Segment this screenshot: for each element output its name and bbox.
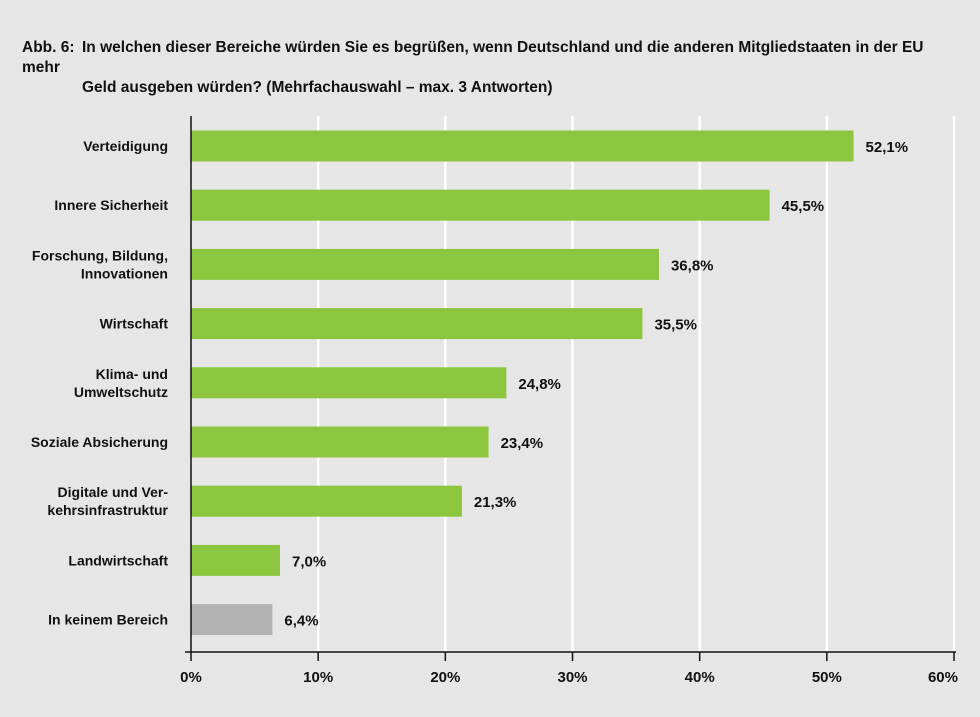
- value-label: 6,4%: [284, 613, 318, 630]
- x-tick-label: 40%: [685, 669, 715, 686]
- chart-title-text-1: In welchen dieser Bereiche würden Sie es…: [22, 39, 924, 76]
- x-tick-label: 50%: [812, 669, 842, 686]
- bar: [191, 426, 489, 458]
- chart-title-line-2: Geld ausgeben würden? (Mehrfachauswahl –…: [82, 79, 553, 96]
- category-label: Soziale Absicherung: [31, 434, 168, 450]
- category-label: Forschung, Bildung,: [32, 247, 168, 263]
- category-label: Digitale und Ver-: [58, 484, 169, 500]
- bar: [191, 189, 770, 221]
- category-label: kehrsinfrastruktur: [47, 502, 168, 518]
- category-labels: Verteidigung Innere Sicherheit Forschung, …: [31, 138, 169, 628]
- category-label: Umweltschutz: [74, 384, 168, 400]
- bar: [191, 130, 854, 162]
- category-label: In keinem Bereich: [48, 612, 168, 628]
- bar: [191, 544, 281, 576]
- value-label: 24,8%: [518, 376, 561, 393]
- bar: [191, 248, 659, 280]
- x-tick-label: 30%: [557, 669, 587, 686]
- category-label: Innovationen: [81, 265, 168, 281]
- bar: [191, 485, 462, 517]
- x-axis: 0% 10% 20% 30% 40% 50% 60%: [180, 116, 958, 686]
- category-label: Verteidigung: [83, 138, 168, 154]
- bar: [191, 308, 643, 340]
- category-label: Klima- und: [96, 366, 168, 382]
- category-label: Innere Sicherheit: [54, 197, 168, 213]
- value-label: 23,4%: [501, 435, 544, 452]
- x-tick-label: 10%: [303, 669, 333, 686]
- value-label: 21,3%: [474, 494, 517, 511]
- x-tick-label: 60%: [928, 669, 958, 686]
- value-labels: 52,1% 45,5% 36,8% 35,5% 24,8% 23,4% 21,3% 7,0% 6…: [284, 139, 908, 630]
- value-label: 52,1%: [866, 139, 909, 156]
- value-label: 45,5%: [782, 198, 825, 215]
- value-label: 7,0%: [292, 553, 326, 570]
- value-label: 36,8%: [671, 257, 714, 274]
- x-tick-label: 20%: [430, 669, 460, 686]
- bar: [191, 604, 273, 636]
- bars: [191, 130, 854, 636]
- category-label: Landwirtschaft: [68, 552, 168, 568]
- figure-number: Abb. 6:: [22, 39, 75, 56]
- chart-title: Abb. 6: In welchen dieser Bereiche würden…: [22, 38, 962, 98]
- x-tick-label: 0%: [180, 669, 202, 686]
- value-label: 35,5%: [654, 317, 697, 334]
- bar: [191, 367, 507, 399]
- chart-title-line-1: Abb. 6: In welchen dieser Bereiche würden…: [22, 38, 962, 78]
- category-label: Wirtschaft: [100, 316, 169, 332]
